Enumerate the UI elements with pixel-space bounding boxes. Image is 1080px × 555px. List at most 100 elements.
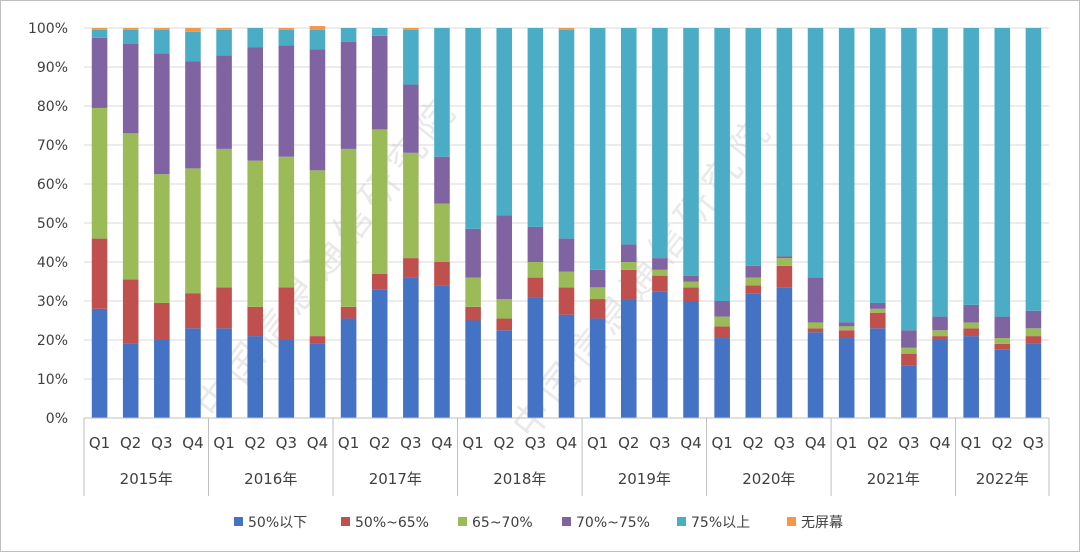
y-tick-label: 10% — [37, 372, 68, 388]
x-tick-label: Q3 — [898, 434, 919, 452]
year-label: 2020年 — [742, 470, 795, 488]
bar-segment — [807, 322, 824, 329]
bar-segment — [91, 238, 108, 309]
bar-segment — [216, 29, 232, 56]
bar-segment — [434, 156, 450, 204]
bar-segment — [247, 28, 263, 48]
bar-segment — [247, 306, 263, 337]
bar-segment — [963, 322, 979, 329]
bar-segment — [589, 287, 606, 300]
bar-segment — [122, 343, 139, 418]
bar-segment — [745, 265, 762, 278]
bar-segment — [527, 262, 544, 278]
bar-segment — [683, 281, 699, 288]
bar-segment — [216, 55, 232, 149]
y-tick-label: 0% — [46, 411, 68, 427]
bar-segment — [278, 29, 295, 46]
bar-segment — [216, 287, 232, 329]
bar-segment — [745, 28, 762, 266]
bar-segment — [558, 314, 575, 418]
y-tick-label: 70% — [37, 138, 68, 154]
legend: 50%以下 50%~65% 65~70% 70%~75% 75%以上 无屏幕 — [234, 515, 843, 531]
bar-segment — [776, 256, 793, 259]
bar-segment — [122, 133, 139, 280]
bar-segment — [870, 28, 886, 303]
x-tick-label: Q3 — [151, 434, 172, 452]
bar-segment — [154, 28, 170, 30]
bar-segment — [403, 84, 419, 153]
bar-segment — [589, 28, 606, 270]
y-tick-label: 50% — [37, 216, 68, 232]
x-tick-label: Q4 — [182, 434, 203, 452]
bar-segment — [154, 29, 170, 54]
bar-segment — [91, 308, 108, 418]
watermark-text: 中国信息通信研究院 — [503, 107, 781, 446]
bar-segment — [247, 336, 263, 418]
bar-segment — [838, 330, 855, 339]
bar-segment — [154, 174, 170, 303]
legend-swatch — [341, 517, 350, 526]
bar-segment — [620, 299, 637, 418]
x-tick-label: Q4 — [431, 434, 452, 452]
bar-segment — [589, 269, 606, 288]
bar-segment — [776, 265, 793, 288]
y-tick-label: 60% — [37, 177, 68, 193]
legend-swatch — [562, 517, 571, 526]
bar-segment — [838, 338, 855, 418]
x-tick-label: Q4 — [805, 434, 826, 452]
bar-segment — [91, 37, 108, 108]
bar-segment — [994, 349, 1011, 418]
bar-segment — [247, 47, 263, 161]
bar-segment — [620, 269, 637, 300]
bar-segment — [340, 41, 357, 149]
bar-segment — [216, 28, 232, 30]
legend-label: 无屏幕 — [801, 515, 843, 531]
bar-segment — [558, 271, 575, 288]
bar-segment — [340, 28, 357, 42]
bar-segment — [652, 275, 668, 292]
y-tick-label: 90% — [37, 60, 68, 76]
bar-segment — [185, 31, 201, 62]
bar-segment — [309, 343, 326, 418]
bar-segment — [122, 279, 139, 344]
bar-segment — [745, 277, 762, 286]
bar-segment — [776, 28, 793, 257]
bar-segment — [434, 262, 450, 286]
bar-segment — [247, 160, 263, 307]
bar-segment — [371, 28, 388, 36]
bar-segment — [1025, 343, 1042, 418]
bar-segment — [496, 330, 513, 418]
x-tick-label: Q1 — [836, 434, 857, 452]
bar-segment — [434, 285, 450, 418]
bar-segment — [963, 328, 979, 337]
legend-label: 65~70% — [472, 515, 533, 531]
bar-segment — [278, 156, 295, 288]
bar-segment — [154, 340, 170, 418]
bar-segment — [465, 320, 481, 418]
bar-segment — [558, 238, 575, 272]
legend-swatch — [458, 517, 467, 526]
bar-segment — [465, 277, 481, 307]
bar-segment — [652, 291, 668, 418]
bar-segment — [434, 203, 450, 262]
bar-segment — [122, 43, 139, 134]
x-tick-label: Q4 — [307, 434, 328, 452]
bar-segment — [278, 340, 295, 418]
bar-segment — [403, 152, 419, 259]
bar-segment — [496, 318, 513, 331]
bar-segment — [91, 107, 108, 239]
bar-segment — [776, 258, 793, 266]
bar-segment — [901, 28, 917, 331]
bar-segment — [403, 258, 419, 278]
x-tick-label: Q1 — [462, 434, 483, 452]
year-label: 2022年 — [976, 470, 1029, 488]
bar-segment — [340, 148, 357, 307]
bar-segment — [403, 28, 419, 30]
bar-segment — [932, 28, 948, 317]
bar-segment — [807, 328, 824, 333]
legend-swatch — [787, 517, 796, 526]
bar-segment — [714, 301, 730, 317]
bar-segment — [185, 28, 201, 32]
bar-segment — [1025, 336, 1042, 344]
